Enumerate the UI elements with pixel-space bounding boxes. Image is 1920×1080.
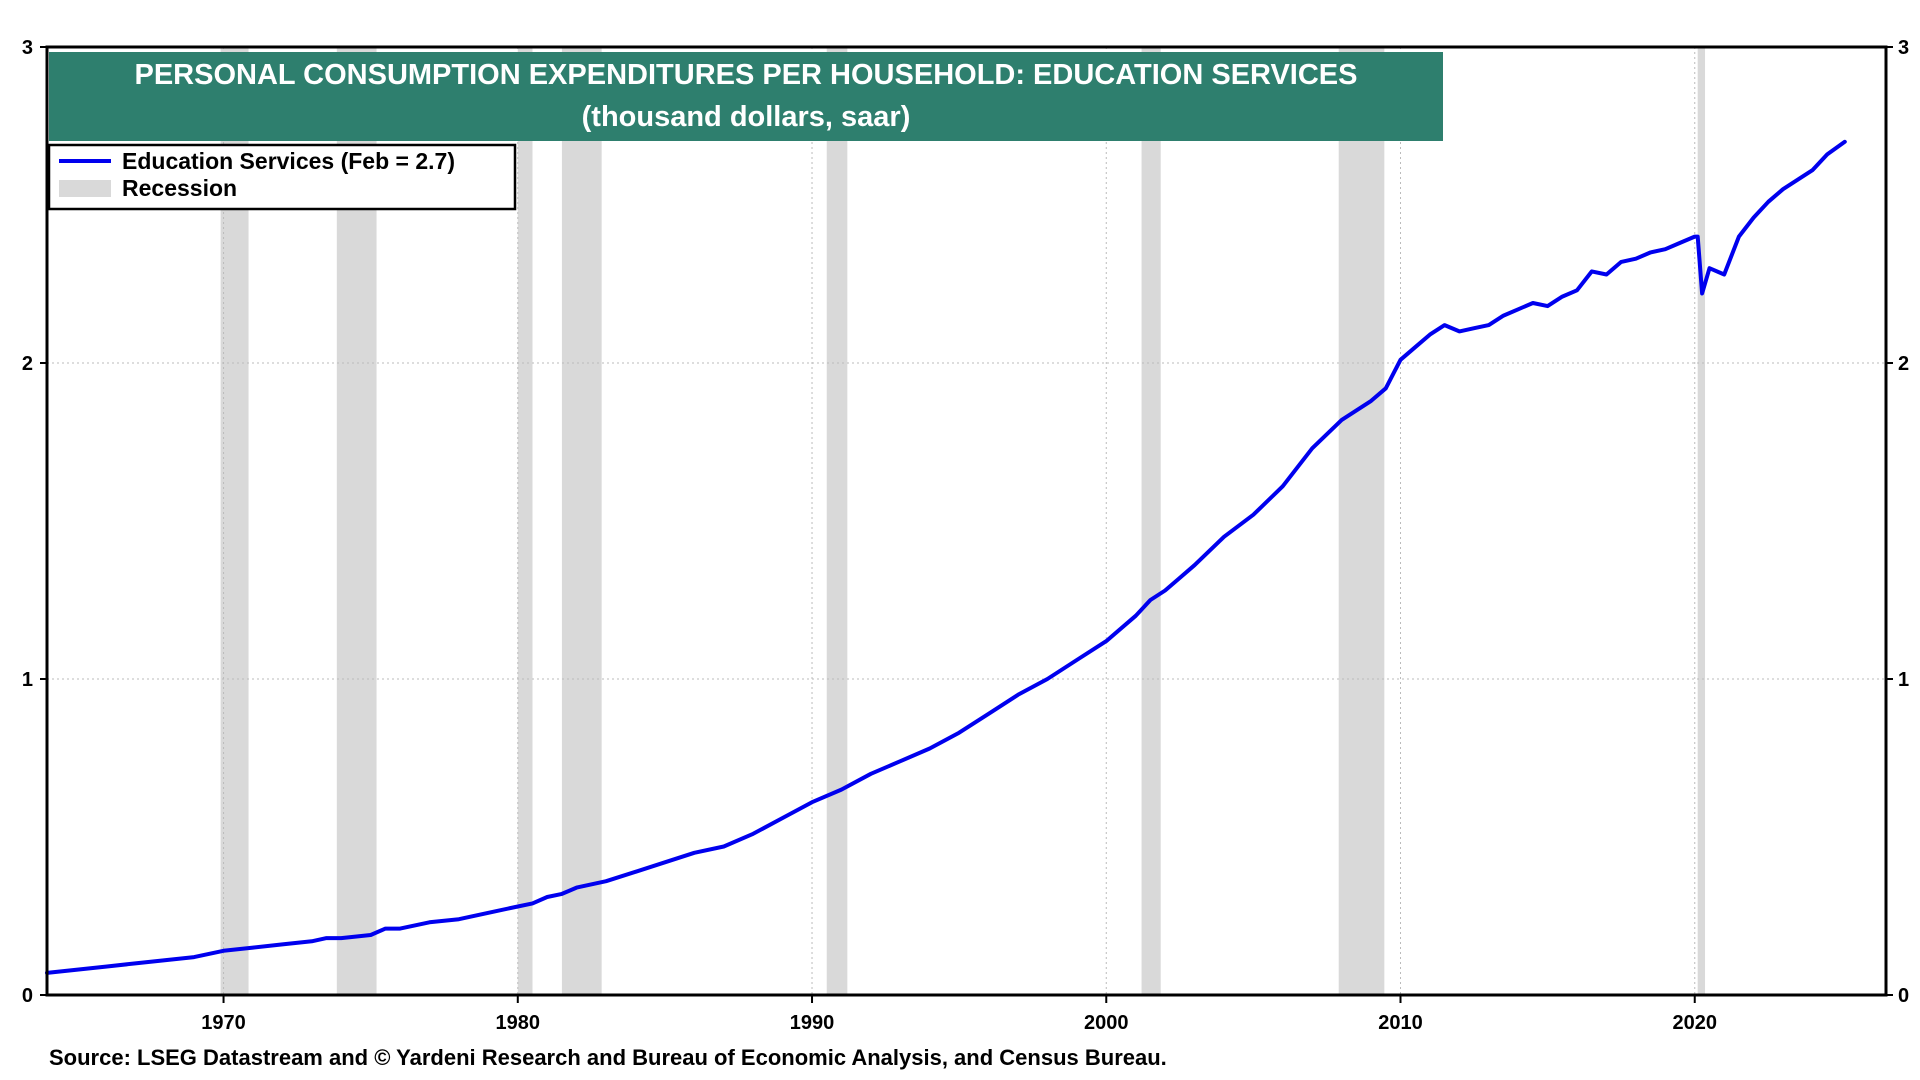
- legend: Education Services (Feb = 2.7) Recession: [47, 143, 517, 211]
- gridlines: [47, 47, 1886, 995]
- axis-ticks: 1970 1980 1990 2000 2010 2020 0 0 1 1 2 2 3 3: [22, 37, 1909, 1034]
- plot-frame: [45, 45, 1888, 997]
- recession-band: [1141, 47, 1161, 995]
- y-tick-label-right: 0: [1898, 985, 1909, 1007]
- y-tick-label-right: 1: [1898, 669, 1909, 691]
- source-note: Source: LSEG Datastream and © Yardeni Re…: [49, 1045, 1167, 1070]
- title-box: PERSONAL CONSUMPTION EXPENDITURES PER HO…: [49, 52, 1443, 141]
- series-line-education-services: [45, 139, 1847, 975]
- x-tick-label: 1990: [790, 1012, 835, 1034]
- y-tick-label-left: 0: [22, 985, 33, 1007]
- x-tick-label: 1980: [496, 1012, 541, 1034]
- recession-band: [517, 47, 533, 995]
- y-tick-label-right: 3: [1898, 37, 1909, 59]
- x-tick-label: 2020: [1672, 1012, 1717, 1034]
- legend-label-series: Education Services (Feb = 2.7): [122, 148, 455, 174]
- recession-band: [826, 47, 848, 995]
- y-tick-label-left: 2: [22, 353, 33, 375]
- y-tick-label-left: 3: [22, 37, 33, 59]
- x-tick-label: 2000: [1084, 1012, 1129, 1034]
- y-tick-label-right: 2: [1898, 353, 1909, 375]
- chart-subtitle: (thousand dollars, saar): [582, 101, 911, 133]
- x-tick-label: 2010: [1378, 1012, 1423, 1034]
- legend-box: [47, 143, 517, 211]
- chart-title: PERSONAL CONSUMPTION EXPENDITURES PER HO…: [135, 59, 1358, 91]
- title-background: [49, 52, 1443, 141]
- recession-band: [1338, 47, 1385, 995]
- x-tick-label: 1970: [201, 1012, 246, 1034]
- legend-label-recession: Recession: [122, 175, 237, 201]
- recession-band: [1697, 47, 1706, 995]
- series-layer: [45, 139, 1847, 975]
- legend-swatch-band: [59, 180, 111, 197]
- y-tick-label-left: 1: [22, 669, 33, 691]
- recession-band: [561, 47, 602, 995]
